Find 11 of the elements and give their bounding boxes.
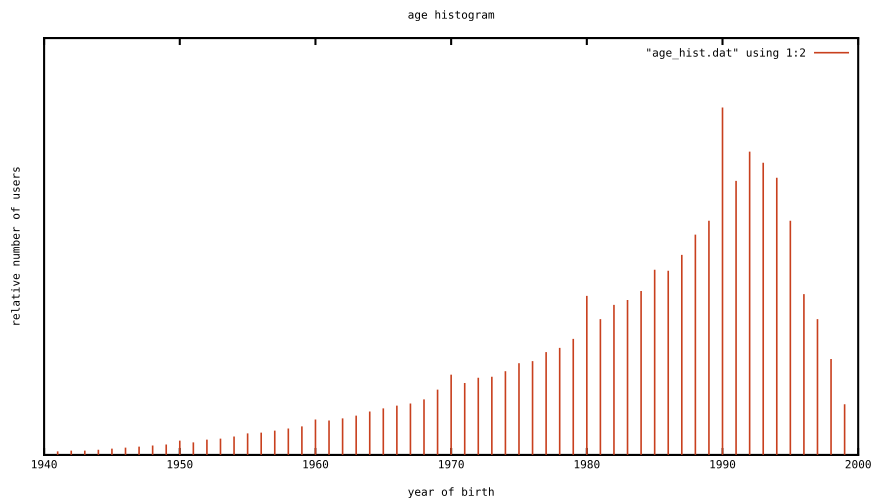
x-tick-label: 1990 — [710, 460, 736, 468]
y-axis-title: relative number of users — [11, 167, 20, 325]
legend-label: "age_hist.dat" using 1:2 — [647, 48, 806, 60]
x-tick-label: 1980 — [574, 460, 600, 468]
x-tick-label: 1940 — [32, 460, 57, 468]
x-tick-label: 2000 — [846, 460, 871, 468]
x-tick-label: 1950 — [168, 460, 192, 468]
x-tick-label: 1960 — [303, 460, 328, 468]
x-tick-label: 1970 — [439, 460, 464, 468]
chart-title: age histogram — [408, 10, 494, 22]
x-axis-title: year of birth — [408, 487, 494, 498]
